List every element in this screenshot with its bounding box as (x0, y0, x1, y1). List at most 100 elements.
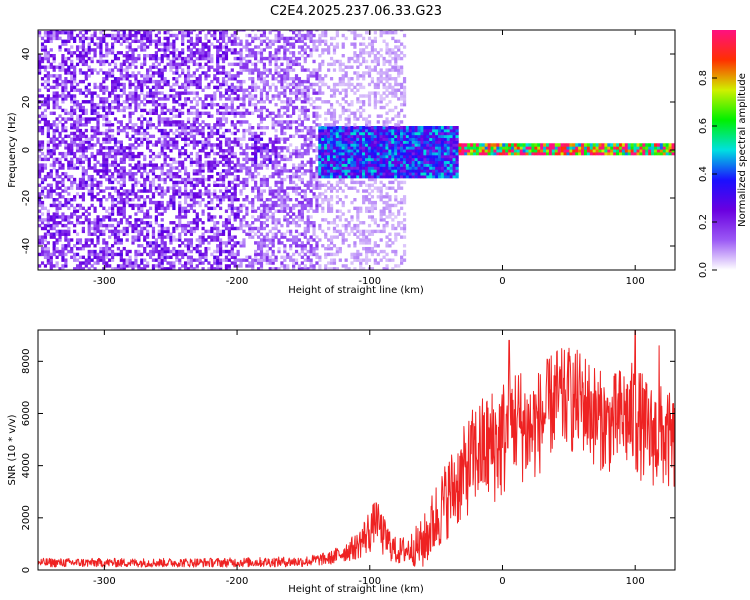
spectrogram-cell (96, 226, 100, 231)
spectrogram-cell (70, 30, 74, 35)
spectrogram-cell (78, 123, 83, 127)
spectrogram-cell (256, 206, 261, 211)
spectrogram-cell (125, 59, 129, 64)
spectrogram-cell (274, 166, 278, 170)
spectrogram-cell (256, 149, 261, 153)
spectrogram-cell (204, 137, 208, 141)
spectrogram-cell (55, 94, 59, 98)
spectrogram-cell (105, 42, 109, 46)
spectrogram-cell (309, 238, 313, 242)
spectrogram-cell (113, 241, 118, 245)
spectrogram-cell (128, 255, 132, 259)
spectrogram-cell (245, 232, 249, 236)
spectrogram-cell (58, 192, 62, 196)
spectrogram-cell (46, 79, 50, 84)
spectrogram-cell (221, 71, 226, 75)
spectrogram-cell (105, 134, 109, 139)
spectrogram-cell (160, 77, 164, 81)
spectrogram-cell (90, 189, 94, 193)
spectrogram-cell (61, 108, 65, 113)
spectrogram-cell (213, 238, 217, 242)
spectrogram-cell (251, 36, 255, 41)
spectrogram-cell (286, 221, 290, 225)
spectrogram-cell (151, 97, 156, 101)
spectrogram-cell (140, 88, 144, 92)
spectrogram-cell (70, 198, 74, 202)
spectrogram-cell (236, 226, 240, 231)
spectrogram-cell (350, 77, 354, 81)
spectrogram-cell (55, 157, 59, 162)
spectrogram-cell (46, 30, 50, 35)
spectrogram-cell (81, 54, 85, 58)
spectrogram-cell (128, 249, 132, 254)
spectrogram-cell (192, 59, 196, 64)
spectrogram-cell (277, 45, 281, 49)
spectrogram-cell (105, 215, 109, 219)
spectrogram-cell (280, 126, 284, 130)
spectrogram-cell (192, 51, 196, 55)
spectrogram-cell (125, 68, 129, 72)
spectrogram-cell (306, 30, 310, 32)
spectrogram-cell (128, 189, 132, 193)
spectrogram-cell (239, 206, 243, 211)
spectrogram-cell (49, 226, 53, 231)
spectrogram-cell (175, 174, 179, 179)
spectrogram-cell (265, 74, 269, 78)
spectrogram-cell (84, 134, 88, 139)
spectrogram-cell (347, 134, 351, 139)
spectrogram-cell (321, 169, 325, 173)
spectrogram-cell (148, 39, 153, 43)
spectrogram-cell (75, 166, 80, 170)
spectrogram-cell (183, 128, 188, 133)
spectrogram-cell (38, 215, 42, 219)
spectrogram-cell (198, 241, 202, 245)
spectrogram-cell (183, 123, 188, 127)
spectrogram-cell (254, 163, 258, 167)
spectrogram-cell (271, 126, 275, 130)
spectrogram-cell (52, 221, 56, 225)
spectrogram-cell (102, 169, 106, 173)
spectrogram-cell (332, 126, 337, 130)
spectrogram-cell (108, 252, 112, 257)
spectrogram-cell (198, 261, 202, 265)
spectrogram-cell (344, 229, 348, 234)
spectrogram-cell (347, 137, 351, 141)
spectrogram-cell (55, 264, 59, 268)
spectrogram-cell (43, 56, 48, 61)
spectrogram-cell (87, 42, 91, 46)
spectrogram-cell (207, 241, 211, 245)
spectrogram-cell (289, 238, 293, 242)
spectrogram-cell (213, 74, 217, 78)
spectrogram-cell (236, 62, 240, 67)
spectrogram-cell (143, 108, 147, 113)
spectrogram-cell (271, 252, 275, 257)
spectrogram-cell (110, 128, 115, 133)
spectrogram-cell (55, 143, 59, 147)
spectrogram-cell (38, 252, 42, 257)
spectrogram-cell (219, 183, 223, 187)
spectrogram-cell (183, 198, 188, 202)
spectrogram-cell (70, 255, 74, 259)
spectrogram-cell (137, 218, 141, 222)
spectrogram-cell (216, 172, 220, 176)
spectrogram-cell (90, 97, 94, 101)
spectrogram-cell (43, 244, 48, 248)
spectrogram-cell (99, 203, 103, 208)
spectrogram-cell (96, 151, 100, 156)
spectrogram-cell (280, 189, 284, 193)
spectrogram-cell (181, 163, 185, 167)
spectrogram-cell (186, 261, 191, 265)
spectrogram-cell (256, 186, 261, 190)
spectrogram-cell (216, 143, 220, 147)
spectrogram-cell (151, 195, 156, 199)
spectrogram-cell (242, 134, 246, 139)
spectrogram-cell (312, 160, 316, 164)
spectrogram-cell (242, 97, 246, 101)
spectrogram-cell (292, 221, 296, 225)
spectrogram-cell (274, 134, 278, 139)
spectrogram-cell (61, 223, 65, 228)
spectrogram-cell (151, 91, 156, 95)
spectrogram-cell (254, 149, 258, 153)
spectrogram-cell (353, 232, 357, 236)
spectrogram-cell (294, 244, 299, 248)
